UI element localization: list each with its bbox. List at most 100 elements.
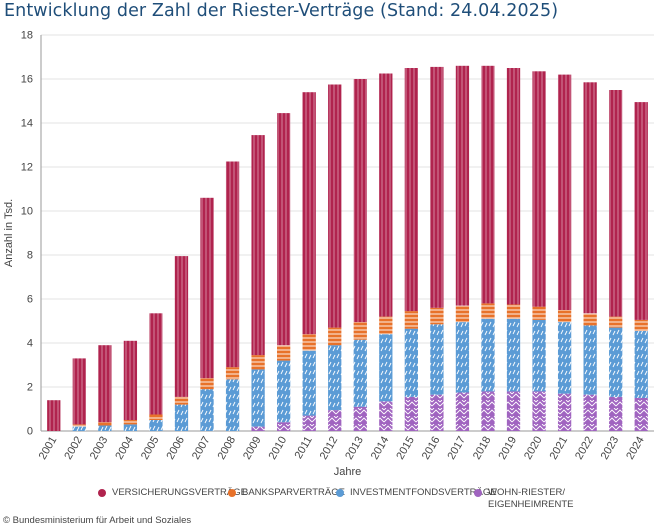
bar-segment-2004-s3 bbox=[123, 340, 138, 420]
y-axis-label: Anzahl in Tsd. bbox=[3, 199, 15, 267]
bar-segment-2007-s1 bbox=[200, 389, 214, 431]
bar-segment-2021-s2 bbox=[557, 310, 572, 323]
bar-segment-2004-s2 bbox=[123, 420, 138, 425]
x-tick-label: 2022 bbox=[573, 435, 596, 462]
bar-segment-2015-s0 bbox=[404, 396, 418, 431]
x-tick-label: 2010 bbox=[267, 435, 290, 462]
bar-segment-2006-s2 bbox=[174, 396, 189, 405]
bar-segment-2008-s2 bbox=[225, 367, 240, 380]
bar-segment-2019-s3 bbox=[506, 68, 521, 305]
y-tick-label: 16 bbox=[21, 74, 33, 86]
bar-segment-2002-s3 bbox=[72, 358, 86, 425]
bar-segment-2022-s0 bbox=[583, 394, 597, 431]
bar-segment-2008-s3 bbox=[225, 161, 240, 368]
x-tick-label: 2016 bbox=[420, 435, 443, 462]
bar-segment-2023-s1 bbox=[609, 327, 623, 397]
bar-segment-2009-s1 bbox=[251, 369, 265, 427]
bar-segment-2021-s1 bbox=[557, 322, 572, 394]
x-axis-label: Jahre bbox=[334, 466, 362, 478]
bar-segment-2020-s3 bbox=[532, 71, 546, 307]
legend-swatch bbox=[336, 489, 344, 497]
x-tick-label: 2002 bbox=[62, 435, 85, 462]
bar-segment-2014-s1 bbox=[379, 334, 393, 402]
bar-segment-2007-s3 bbox=[200, 197, 214, 379]
x-tick-label: 2011 bbox=[293, 435, 315, 461]
bar-segment-2010-s0 bbox=[277, 422, 291, 431]
bar-segment-2011-s0 bbox=[302, 415, 316, 431]
bar-segment-2018-s2 bbox=[481, 303, 495, 319]
bar-segment-2024-s1 bbox=[634, 330, 648, 398]
y-tick-label: 14 bbox=[21, 118, 33, 130]
bar-segment-2004-s1 bbox=[123, 424, 138, 431]
x-tick-label: 2013 bbox=[343, 435, 366, 462]
y-tick-label: 4 bbox=[27, 338, 33, 350]
y-tick-label: 10 bbox=[21, 206, 33, 218]
bar-segment-2013-s2 bbox=[353, 322, 367, 340]
bar-segment-2003-s3 bbox=[98, 345, 112, 423]
x-tick-label: 2015 bbox=[394, 435, 417, 462]
bar-segment-2015-s1 bbox=[404, 328, 418, 397]
bar-segment-2013-s1 bbox=[353, 339, 367, 407]
x-tick-label: 2004 bbox=[113, 435, 136, 462]
bar-segment-2024-s3 bbox=[634, 102, 648, 320]
legend-item-wohn-riester: WOHN-RIESTER/ EIGENHEIMRENTE bbox=[474, 487, 574, 511]
bar-segment-2018-s1 bbox=[481, 318, 495, 392]
grid-lines bbox=[41, 34, 654, 432]
x-tick-label: 2008 bbox=[216, 435, 239, 462]
bar-segment-2007-s2 bbox=[200, 378, 214, 390]
x-tick-label: 2012 bbox=[318, 435, 341, 462]
legend-swatch bbox=[228, 489, 236, 497]
legend-swatch bbox=[98, 489, 106, 497]
legend-item-investmentfonds: INVESTMENTFONDSVERTRÄGE bbox=[336, 487, 497, 499]
bar-segment-2013-s0 bbox=[353, 406, 367, 431]
bar-segment-2014-s3 bbox=[379, 73, 393, 317]
legend-item-banksparen: BANKSPARVERTRÄGE bbox=[228, 487, 345, 499]
bar-segment-2005-s1 bbox=[149, 420, 163, 431]
bar-segment-2011-s1 bbox=[302, 350, 316, 416]
y-tick-label: 2 bbox=[27, 382, 33, 394]
bar-segment-2012-s3 bbox=[328, 84, 342, 328]
bar-segment-2003-s1 bbox=[98, 425, 112, 431]
bar-segment-2020-s1 bbox=[532, 319, 546, 392]
x-tick-label: 2021 bbox=[548, 435, 571, 462]
bar-segment-2009-s0 bbox=[251, 426, 265, 431]
chart-title: Entwicklung der Zahl der Riester-Verträg… bbox=[4, 1, 559, 21]
y-tick-label: 12 bbox=[21, 162, 33, 174]
legend-item-versicherung: VERSICHERUNGSVERTRÄGE bbox=[98, 487, 247, 499]
bar-segment-2011-s2 bbox=[302, 334, 316, 351]
bar-segment-2010-s2 bbox=[277, 345, 291, 361]
bar-segment-2012-s1 bbox=[328, 345, 342, 411]
x-tick-label: 2001 bbox=[37, 435, 60, 462]
bar-segment-2017-s3 bbox=[455, 65, 470, 306]
bar-segment-2010-s3 bbox=[277, 113, 291, 346]
bar-segment-2018-s0 bbox=[481, 391, 495, 431]
x-tick-label: 2019 bbox=[496, 435, 519, 462]
bar-segment-2009-s3 bbox=[251, 135, 265, 356]
bar-segment-2018-s3 bbox=[481, 65, 495, 304]
x-tick-label: 2024 bbox=[624, 435, 647, 462]
bar-segment-2022-s1 bbox=[583, 325, 597, 395]
bar-segment-2019-s0 bbox=[506, 391, 521, 431]
x-tick-label: 2007 bbox=[190, 435, 213, 462]
bar-segment-2015-s2 bbox=[404, 311, 418, 329]
bar-segment-2010-s1 bbox=[277, 360, 291, 423]
bar-segment-2016-s1 bbox=[430, 324, 444, 395]
bar-segment-2014-s2 bbox=[379, 316, 393, 335]
y-tick-label: 18 bbox=[21, 30, 33, 42]
bar-segment-2012-s2 bbox=[328, 327, 342, 346]
bar-segment-2017-s2 bbox=[455, 305, 470, 323]
bar-segment-2006-s1 bbox=[174, 404, 189, 431]
bar-segment-2012-s0 bbox=[328, 410, 342, 431]
bar-segment-2013-s3 bbox=[353, 79, 367, 323]
x-tick-label: 2003 bbox=[88, 435, 111, 462]
x-tick-label: 2009 bbox=[241, 435, 264, 462]
y-tick-label: 0 bbox=[27, 426, 33, 438]
bar-segment-2009-s2 bbox=[251, 355, 265, 370]
bar-segment-2005-s2 bbox=[149, 414, 163, 420]
bar-segment-2003-s2 bbox=[98, 422, 112, 426]
bar-segment-2022-s3 bbox=[583, 82, 597, 314]
bar-segment-2015-s3 bbox=[404, 68, 418, 312]
x-tick-label: 2017 bbox=[445, 435, 468, 462]
x-tick-label: 2014 bbox=[369, 435, 392, 462]
